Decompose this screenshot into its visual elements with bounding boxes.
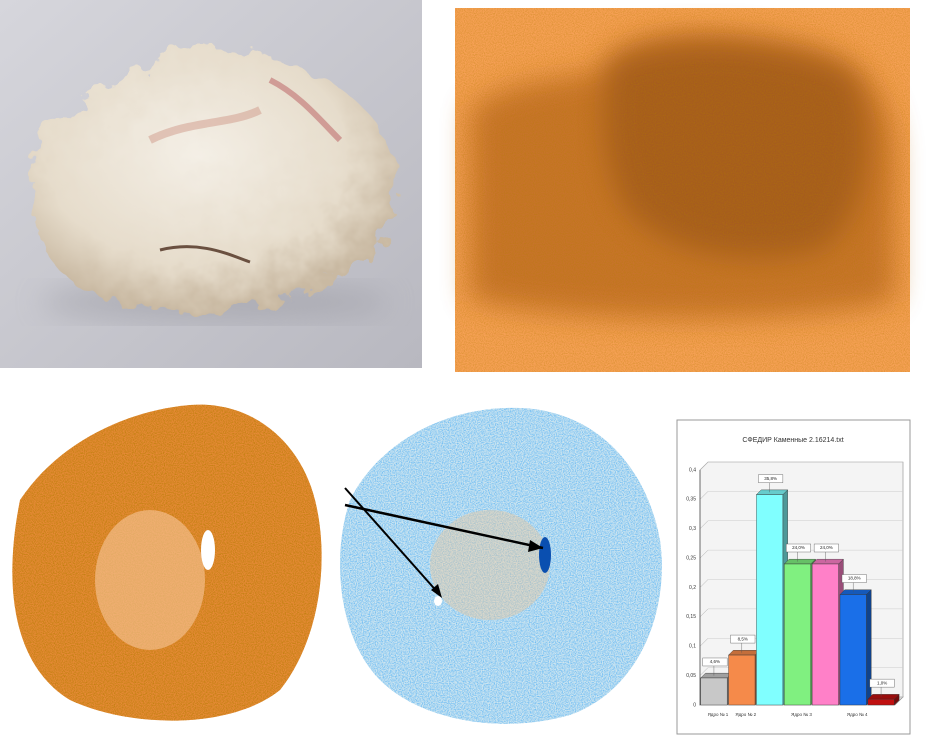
bar-top	[755, 489, 789, 495]
grid-line	[699, 520, 709, 529]
value-label-box	[841, 574, 867, 583]
value-label: 35,8%	[764, 476, 777, 481]
value-label-box	[869, 678, 895, 688]
bar-side	[866, 589, 872, 706]
y-tick-label: 0	[693, 702, 696, 708]
y-tick-label: 0,25	[686, 555, 696, 561]
bar	[700, 677, 728, 706]
bar	[811, 563, 839, 706]
bar	[728, 654, 756, 706]
grid-line	[699, 667, 709, 676]
phase-hole	[434, 596, 442, 606]
stone-crack	[159, 245, 251, 264]
y-tick-label: 0,3	[689, 526, 696, 532]
grid-line	[699, 638, 709, 647]
bar-top	[700, 672, 733, 679]
value-label: 4,6%	[710, 659, 720, 664]
arrow	[344, 503, 544, 550]
phase-inclusion	[539, 537, 551, 573]
stone-stain	[268, 77, 343, 143]
chart: 0 0,05 0,1 0,15 0,2 0,25 0,3 0,35 0,4 4,6% Ядро № …	[686, 461, 904, 717]
bar	[839, 594, 867, 706]
stone-stain	[148, 106, 262, 144]
density-hole	[201, 530, 215, 570]
bar	[867, 698, 895, 706]
bar	[756, 494, 784, 706]
y-tick-label: 0,4	[689, 467, 696, 473]
value-label: 24,0%	[792, 545, 805, 550]
value-label: 18,8%	[848, 576, 861, 581]
value-label: 8,5%	[738, 636, 748, 641]
density-center	[95, 510, 205, 650]
value-label-box	[702, 657, 728, 667]
value-label: 1,0%	[877, 680, 887, 685]
y-tick-label: 0,1	[689, 644, 696, 650]
x-tick-label: Ядро № 3	[791, 712, 812, 717]
bar-top	[728, 650, 761, 656]
x-tick-label: Ядро № 1	[708, 712, 729, 717]
arrow-head	[431, 584, 442, 598]
value-label-box	[758, 474, 784, 483]
bar-top	[811, 559, 844, 565]
grid-line	[699, 461, 709, 471]
grid-line	[699, 549, 709, 559]
phase-center	[430, 510, 550, 620]
arrow	[344, 487, 441, 596]
value-label-box	[786, 543, 811, 553]
bar-top	[783, 559, 817, 565]
chart-title: СФЕДИР Каменные 2.16214.txt	[742, 437, 843, 444]
bar-top	[867, 694, 900, 700]
grid-line	[699, 579, 709, 588]
bar-top	[839, 589, 872, 595]
y-tick-label: 0,2	[689, 585, 696, 591]
x-tick-label: Ядро № 2	[735, 712, 756, 717]
radiograph-grain	[455, 8, 910, 372]
bar	[784, 563, 811, 706]
value-label-box	[813, 543, 839, 553]
y-tick-label: 0,05	[686, 673, 696, 679]
y-tick-label: 0,35	[686, 497, 696, 503]
phase-grain	[340, 407, 662, 724]
grid-line	[699, 491, 709, 500]
arrow-head	[528, 540, 543, 552]
y-tick-label: 0,15	[686, 614, 696, 620]
grid-line	[699, 608, 709, 618]
value-label-box	[730, 634, 756, 644]
stone	[32, 49, 397, 312]
x-tick-label: Ядро № 4	[847, 712, 868, 717]
value-label: 24,0%	[820, 545, 833, 550]
